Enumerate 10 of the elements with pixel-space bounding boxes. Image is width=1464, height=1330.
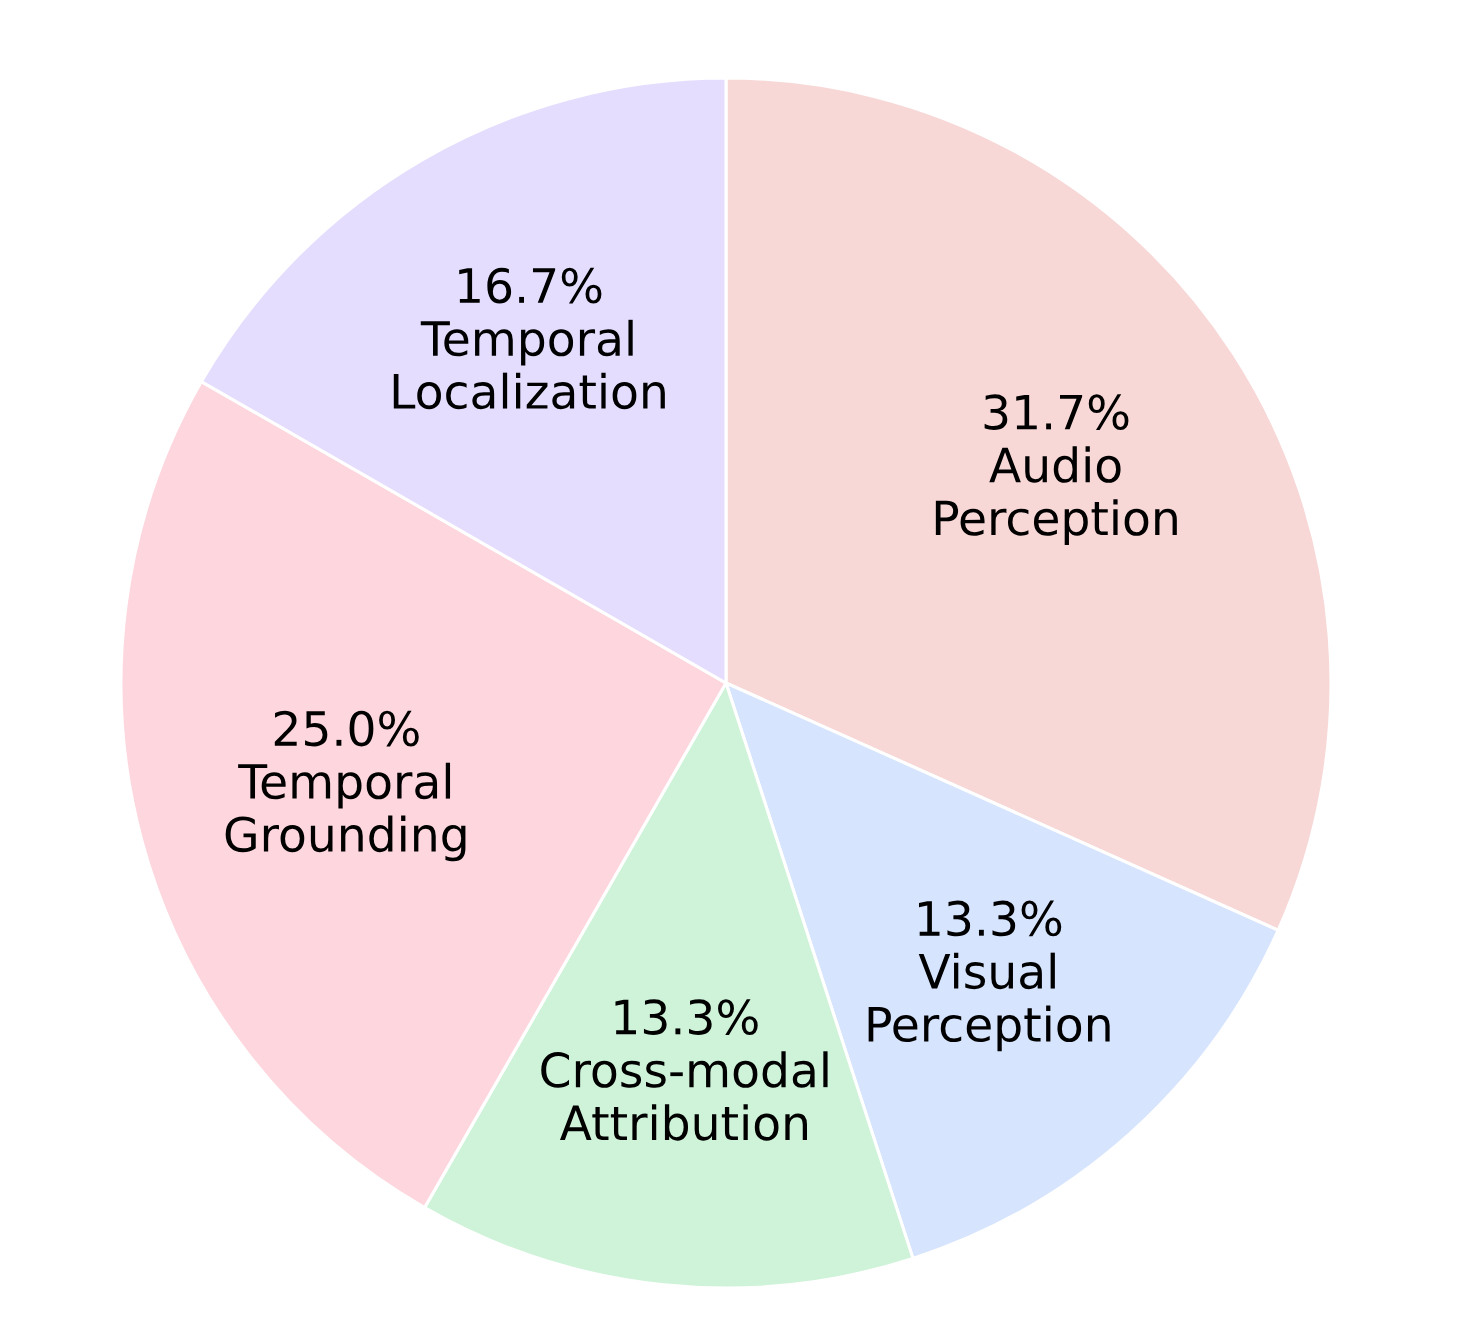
- slice-label: Visual Perception: [868, 952, 1110, 1052]
- data-label: 25.0%: [274, 710, 419, 747]
- slice-label: Cross-modal Attribution: [541, 1051, 828, 1141]
- slice-label: Temporal Localization: [393, 319, 665, 410]
- data-label: 13.3%: [615, 999, 758, 1035]
- data-label: 16.7%: [459, 267, 602, 304]
- data-label: 31.7%: [984, 394, 1129, 430]
- slice-label: Audio Perception: [935, 446, 1177, 545]
- data-label: 13.3%: [919, 900, 1062, 937]
- slice-label: Temporal Grounding: [225, 762, 466, 862]
